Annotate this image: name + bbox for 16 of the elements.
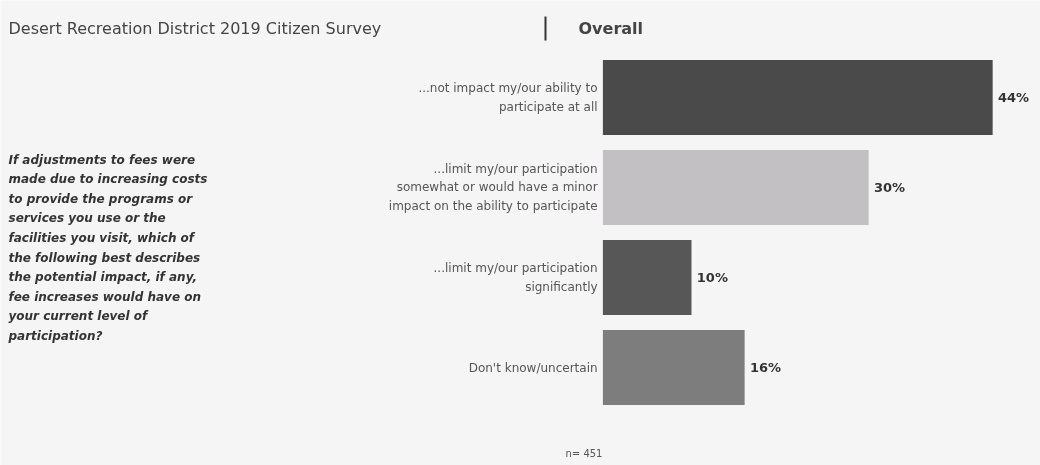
bar — [602, 150, 869, 225]
y-tick-label: ...limit my/our participation significantly — [433, 261, 598, 294]
bar — [602, 240, 692, 315]
y-tick-label: Don't know/uncertain — [468, 360, 598, 375]
text: Desert Recreation District 2019 Citizen Survey — [8, 19, 382, 38]
data-label: 16% — [749, 360, 782, 375]
text: If adjustments to fees were made due to increasing costs to provide the programs or services you use or the facilities you visit, which of the following best describes the potential impact, if any, fee increases would have on your current level of participation? — [8, 152, 208, 343]
text: n= 451 — [565, 448, 603, 459]
bar — [602, 330, 745, 405]
y-tick-label: ...not impact my/our ability to participate at all — [418, 81, 598, 114]
bar — [602, 60, 993, 135]
y-tick-label: ...limit my/our participation somewhat or would have a minor impact on the ability to participate — [388, 161, 598, 214]
data-label: 30% — [873, 180, 906, 195]
data-label: 10% — [696, 270, 728, 285]
data-label: 44% — [997, 90, 1030, 105]
chart-subtitle: Overall — [578, 19, 644, 38]
